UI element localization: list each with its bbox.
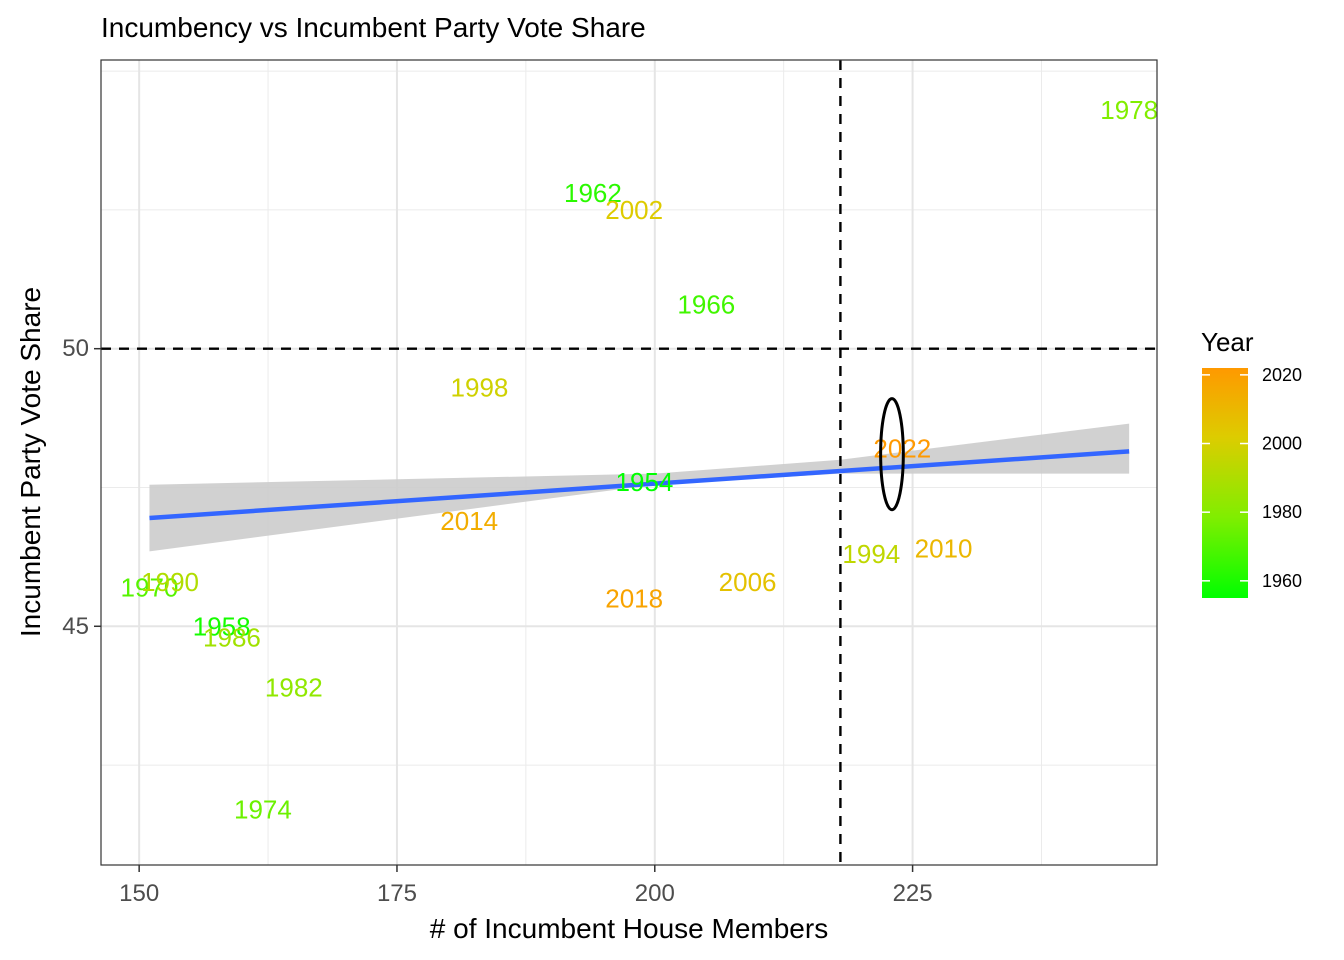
point-label-1990: 1990	[141, 567, 199, 597]
confidence-band-layer	[149, 423, 1130, 552]
point-label-2010: 2010	[915, 534, 973, 564]
y-tick-label: 45	[62, 613, 89, 640]
highlight-ellipse	[879, 397, 905, 512]
legend-ticks: 1960 1980 2000 2020	[1202, 365, 1302, 591]
trend-line	[149, 449, 1130, 521]
point-label-1954: 1954	[616, 467, 674, 497]
x-axis-title: # of Incumbent House Members	[430, 913, 828, 944]
trend-line-layer	[149, 449, 1130, 521]
legend-title: Year	[1201, 327, 1254, 357]
point-label-1962: 1962	[564, 178, 622, 208]
x-tick-label: 200	[635, 880, 675, 907]
highlight-ellipse-layer	[879, 397, 905, 512]
chart-title: Incumbency vs Incumbent Party Vote Share	[101, 12, 646, 43]
point-label-1982: 1982	[265, 672, 323, 702]
point-label-1994: 1994	[842, 539, 900, 569]
plot-border	[100, 59, 1158, 866]
legend-tick-label: 1960	[1262, 571, 1302, 591]
legend-tick-label: 2000	[1262, 434, 1302, 454]
confidence-band	[149, 423, 1130, 552]
x-tick-label: 175	[377, 880, 417, 907]
point-label-1970: 1970	[121, 572, 179, 602]
x-axis-ticks: 150 175 200 225	[119, 865, 933, 907]
point-label-1998: 1998	[451, 373, 509, 403]
point-label-2006: 2006	[719, 567, 777, 597]
legend-tick-label: 2020	[1262, 365, 1302, 385]
y-axis-title: Incumbent Party Vote Share	[15, 287, 46, 637]
point-label-2002: 2002	[605, 195, 663, 225]
point-label-1966: 1966	[677, 289, 735, 319]
color-legend: Year 1960 1980 2000 2020	[1201, 327, 1302, 598]
reference-lines	[101, 60, 1157, 865]
point-label-1978: 1978	[1100, 95, 1158, 125]
point-label-1958: 1958	[193, 611, 251, 641]
x-tick-label: 225	[893, 880, 933, 907]
legend-colorbar	[1202, 368, 1248, 598]
y-axis-ticks: 45 50	[62, 335, 101, 640]
point-label-2018: 2018	[605, 584, 663, 614]
point-label-1986: 1986	[203, 622, 261, 652]
point-label-2014: 2014	[440, 506, 498, 536]
point-label-1974: 1974	[234, 794, 292, 824]
legend-tick-label: 1980	[1262, 502, 1302, 522]
point-labels: 1954 1958 1962 1966 1970 1974 1978 198219861990…	[121, 95, 1159, 825]
y-tick-label: 50	[62, 335, 89, 362]
x-tick-label: 150	[119, 880, 159, 907]
